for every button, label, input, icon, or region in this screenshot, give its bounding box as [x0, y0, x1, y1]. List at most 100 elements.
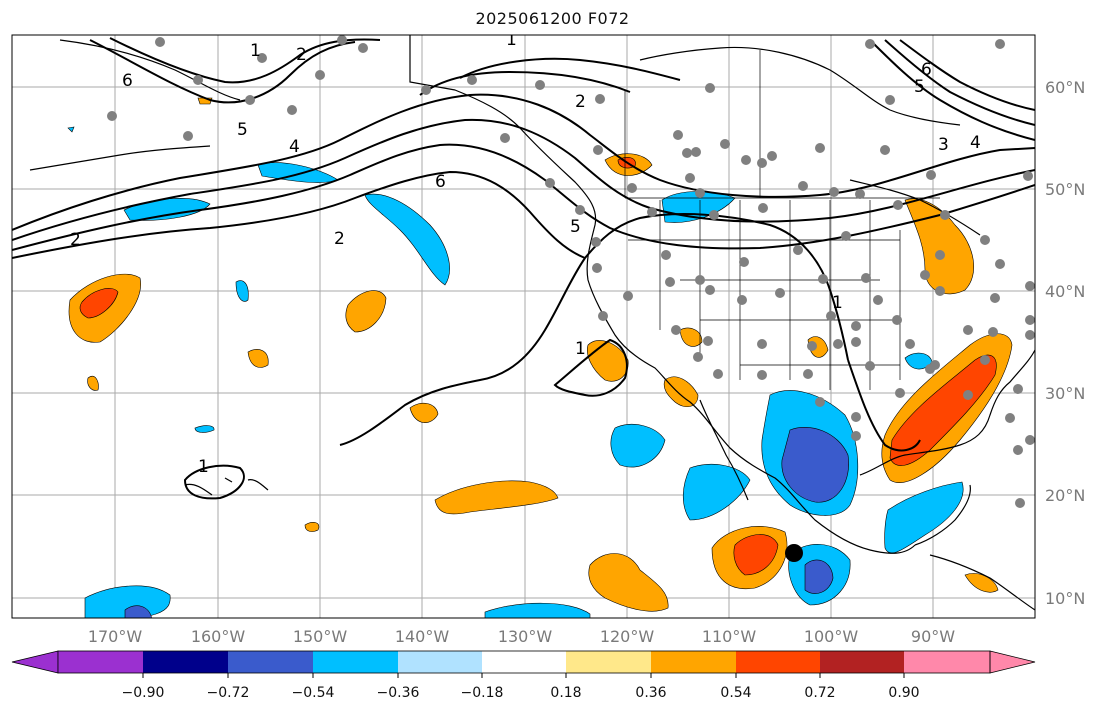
map-background	[12, 35, 1035, 618]
contours	[12, 37, 1035, 500]
colorbar-tick-label: −0.72	[207, 685, 250, 701]
contour-line	[109, 37, 381, 84]
contour-line	[899, 39, 1035, 111]
contour-line	[12, 118, 1035, 241]
contour-label: 2	[296, 45, 307, 65]
shade-blue-small2	[194, 425, 215, 433]
contour-line	[89, 39, 356, 104]
lon-label: 120°W	[600, 627, 655, 646]
colorbar-tick-label: −0.54	[292, 685, 335, 701]
anomaly-shading	[67, 97, 1013, 618]
contour-line	[419, 70, 631, 96]
colorbar-extend-min	[11, 650, 59, 674]
shade-orange-baja	[663, 376, 699, 408]
lon-label: 90°W	[911, 627, 955, 646]
contour-line	[12, 93, 1035, 231]
shade-blue-carib	[884, 481, 964, 554]
contour-labels: 1 2 6 5 4 2 6 5 2 1 1 2 3 4 5 6 1 1	[70, 35, 981, 477]
colorbar-outline	[57, 650, 991, 674]
shade-blue-south1	[84, 585, 171, 618]
colorbar-tick-label: 0.36	[635, 685, 666, 701]
lon-labels: 170°W 160°W 150°W 140°W 130°W 120°W 110°…	[88, 627, 955, 646]
contour-label: 6	[435, 172, 446, 192]
lat-label: 60°N	[1045, 78, 1085, 97]
map-frame	[11, 34, 1036, 619]
colorbar-segment	[398, 651, 482, 673]
colorbar-segment	[736, 651, 820, 673]
shade-dark-south1	[124, 605, 152, 618]
contour-line	[12, 170, 586, 259]
shade-orange-small4	[964, 573, 999, 593]
contour-label: 5	[570, 217, 581, 237]
lon-label: 110°W	[702, 627, 757, 646]
colorbar-segment	[228, 651, 313, 673]
colorbar-segment	[482, 651, 566, 673]
colorbar-segment	[651, 651, 736, 673]
shade-blue-small1	[235, 280, 249, 302]
colorbar-tick-label: 0.72	[804, 685, 835, 701]
colorbar-tick-label: 0.54	[720, 685, 751, 701]
contour-line	[884, 39, 1035, 126]
coastlines	[29, 35, 1035, 611]
lat-label: 40°N	[1045, 282, 1085, 301]
lon-label: 150°W	[293, 627, 348, 646]
contour-label: 4	[970, 133, 981, 153]
shade-dark-mexico	[781, 426, 849, 503]
lat-labels: 60°N 50°N 40°N 30°N 20°N 10°N	[1045, 78, 1085, 608]
colorbar-segment	[313, 651, 398, 673]
colorbar-segment	[566, 651, 651, 673]
colorbar-segment	[904, 651, 990, 673]
shade-red-pac5	[733, 534, 779, 576]
lon-label: 170°W	[88, 627, 143, 646]
colorbar-tick-label: 0.90	[888, 685, 919, 701]
contour-line	[183, 464, 245, 500]
contour-label: 1	[832, 293, 843, 313]
shade-orange-small3	[304, 521, 320, 532]
shade-orange-mid2	[409, 402, 439, 423]
contour-label: 3	[938, 135, 949, 155]
colorbar-tick-label: 0.18	[550, 685, 581, 701]
shade-orange-small2	[87, 375, 99, 391]
lon-label: 100°W	[804, 627, 859, 646]
shade-orange-small1	[247, 349, 269, 368]
contour-label: 6	[122, 71, 133, 91]
contour-label: 2	[575, 92, 586, 112]
contour-label: 2	[334, 229, 345, 249]
contour-line	[339, 213, 849, 446]
shade-blue-band	[364, 193, 450, 286]
contour-label: 1	[198, 457, 209, 477]
contour-label: 6	[921, 60, 932, 80]
lat-label: 10°N	[1045, 589, 1085, 608]
shade-red-westpac	[79, 288, 119, 319]
colorbar-segment	[143, 651, 228, 673]
lat-label: 30°N	[1045, 384, 1085, 403]
shade-blue-small3	[67, 126, 75, 133]
contour-label: 1	[575, 339, 586, 359]
shade-orange-band	[434, 480, 559, 515]
contour-label: 5	[914, 77, 925, 97]
storm-marker	[785, 544, 803, 562]
lon-label: 130°W	[498, 627, 553, 646]
contour-line	[869, 39, 1035, 141]
colorbar-segment	[58, 651, 143, 673]
lat-label: 50°N	[1045, 180, 1085, 199]
lon-label: 160°W	[191, 627, 246, 646]
contour-line	[847, 359, 921, 452]
shade-blue-south2	[484, 602, 591, 618]
contour-label: 2	[70, 230, 81, 250]
map-title: 2025061200 F072	[475, 9, 630, 28]
contour-line	[459, 57, 681, 81]
contour-line	[12, 143, 1035, 251]
colorbar-segment	[820, 651, 904, 673]
graticule	[12, 35, 1035, 618]
shade-blue-pac2	[682, 463, 751, 521]
shade-orange-az	[679, 327, 703, 347]
contour-label: 1	[250, 41, 261, 61]
colorbar-extend-max	[989, 650, 1036, 674]
colorbar: −0.90 −0.72 −0.54 −0.36 −0.18 0.18 0.36 …	[11, 650, 1036, 701]
colorbar-tick-label: −0.90	[122, 685, 165, 701]
lat-label: 20°N	[1045, 486, 1085, 505]
colorbar-tick-label: −0.36	[377, 685, 420, 701]
contour-line	[553, 338, 628, 397]
